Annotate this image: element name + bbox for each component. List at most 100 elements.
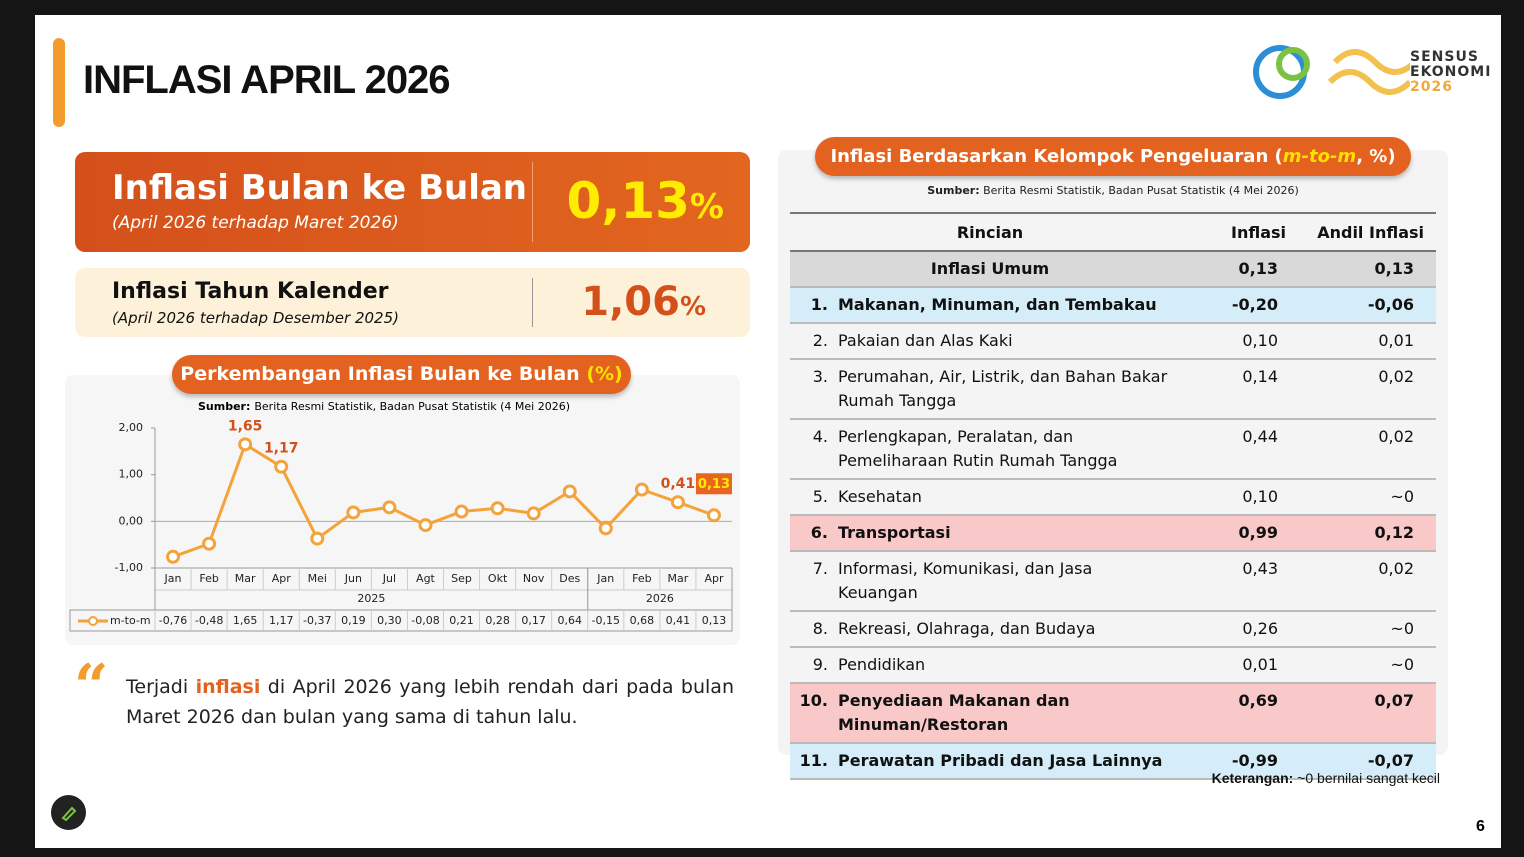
cell-inflasi: 0,10 [1190, 479, 1298, 516]
y-tick-label: 0,00 [119, 514, 144, 527]
divider [532, 162, 533, 242]
table-row: Inflasi Umum 0,13 0,13 [790, 251, 1436, 288]
column-header: Andil Inflasi [1298, 212, 1436, 252]
source-text: Berita Resmi Statistik, Badan Pusat Stat… [254, 400, 570, 413]
data-point [310, 531, 325, 546]
card-value-wrap: 1,06% [581, 279, 706, 325]
highlight-box [695, 473, 732, 495]
legend-marker [88, 616, 98, 626]
data-label: 1,65 [228, 418, 263, 434]
source-label: Sumber: [198, 400, 250, 413]
cell-item: Pakaian dan Alas Kaki [834, 323, 1190, 360]
data-label: 0,41 [661, 476, 696, 492]
chart-panel [65, 375, 740, 645]
cell-andil: 0,12 [1298, 515, 1436, 552]
logo-line: 2026 [1410, 79, 1453, 95]
cell-no: 7. [790, 551, 834, 612]
table-row: 9. Pendidikan 0,01 ~0 [790, 647, 1436, 684]
data-label: 0,13 [698, 477, 730, 492]
data-table-value: 0,30 [377, 614, 402, 627]
data-table-value: 0,13 [702, 614, 727, 627]
table-title-pill: Inflasi Berdasarkan Kelompok Pengeluaran… [815, 137, 1411, 176]
data-label: 1,17 [264, 441, 299, 457]
cell-andil: 0,02 [1298, 419, 1436, 480]
quote: Terjadi inflasi di April 2026 yang lebih… [126, 672, 734, 732]
cell-no: 9. [790, 647, 834, 684]
cell-no: 10. [790, 683, 834, 744]
table-row: 10. Penyediaan Makanan dan Minuman/Restor… [790, 683, 1436, 744]
cell-inflasi: 0,99 [1190, 515, 1298, 552]
cell-andil: 0,02 [1298, 359, 1436, 420]
note-label: Keterangan: [1211, 770, 1294, 786]
x-tick-label: Apr [272, 572, 292, 585]
x-group-label: 2026 [646, 592, 674, 605]
data-table-value: 0,41 [666, 614, 691, 627]
data-table-value: -0,76 [159, 614, 187, 627]
cell-inflasi: 0,14 [1190, 359, 1298, 420]
series-line [172, 442, 715, 559]
table-row: 5. Kesehatan 0,10 ~0 [790, 479, 1436, 516]
x-tick-label: Des [559, 572, 580, 585]
table-row: 3. Perumahan, Air, Listrik, dan Bahan Bak… [790, 359, 1436, 420]
logo-graphic [1253, 45, 1410, 99]
x-tick-label: Jan [164, 572, 182, 585]
title-accent [53, 38, 65, 127]
cell-no: 6. [790, 515, 834, 552]
quote-highlight: inflasi [195, 676, 261, 698]
pen-button[interactable] [51, 795, 86, 830]
calendar-card: Inflasi Tahun Kalender (April 2026 terha… [75, 268, 750, 337]
quote-icon: “ [74, 652, 109, 722]
data-table-value: -0,15 [592, 614, 620, 627]
table-row: 4. Perlengkapan, Peralatan, dan Pemelihar… [790, 419, 1436, 480]
cell-item: Penyediaan Makanan dan Minuman/Restoran [834, 683, 1190, 744]
cell-no: 2. [790, 323, 834, 360]
cell-andil: 0,13 [1298, 251, 1436, 288]
table-title: , %) [1356, 146, 1396, 167]
page-number: 6 [1476, 818, 1485, 835]
card-unit: % [679, 292, 706, 322]
cell-no: 3. [790, 359, 834, 420]
logo-line: EKONOMI [1410, 64, 1492, 80]
card-subtitle: (April 2026 terhadap Maret 2026) [112, 213, 399, 233]
card-subtitle: (April 2026 terhadap Desember 2025) [112, 309, 399, 327]
cell-item: Makanan, Minuman, dan Tembakau [834, 287, 1190, 324]
logo-shape [1276, 47, 1310, 81]
x-tick-label: Jun [344, 572, 362, 585]
x-tick-label: Okt [488, 572, 508, 585]
table-source: Sumber: Berita Resmi Statistik, Badan Pu… [790, 184, 1436, 197]
cell-andil: ~0 [1298, 647, 1436, 684]
x-tick-label: Mar [668, 572, 689, 585]
cell-inflasi: 0,69 [1190, 683, 1298, 744]
data-table-value: 0,19 [341, 614, 366, 627]
cell-inflasi: 0,01 [1190, 647, 1298, 684]
cell-item: Inflasi Umum [790, 251, 1190, 288]
logo-shape [1327, 49, 1410, 95]
note: Keterangan: ~0 bernilai sangat kecil [1100, 770, 1440, 786]
card-value-wrap: 0,13% [567, 172, 724, 230]
pen-shape [61, 806, 77, 822]
cell-no: 5. [790, 479, 834, 516]
card-value: 1,06 [581, 279, 680, 325]
card-title: Inflasi Tahun Kalender [112, 279, 389, 304]
data-table-value: 1,17 [269, 614, 294, 627]
x-tick-label: Agt [416, 572, 436, 585]
data-table-value: -0,48 [195, 614, 223, 627]
cell-item: Kesehatan [834, 479, 1190, 516]
x-tick-label: Jan [596, 572, 614, 585]
table-title-em: m-to-m [1282, 146, 1357, 167]
legend-label: m-to-m [110, 614, 151, 627]
chart-title-unit: (%) [586, 363, 623, 385]
cell-andil: 0,01 [1298, 323, 1436, 360]
column-header: Inflasi [1190, 212, 1298, 252]
chart-title: Perkembangan Inflasi Bulan ke Bulan [180, 363, 580, 385]
table-row: 8. Rekreasi, Olahraga, dan Budaya 0,26 ~0 [790, 611, 1436, 648]
axis-table-frame [69, 609, 733, 632]
slide-title: INFLASI APRIL 2026 [83, 58, 451, 102]
data-point [634, 482, 649, 497]
data-point [418, 518, 433, 533]
x-tick-label: Sep [451, 572, 472, 585]
data-table-value: 0,17 [521, 614, 546, 627]
header-row: Rincian Inflasi Andil Inflasi [790, 212, 1436, 252]
cell-item: Perlengkapan, Peralatan, dan Pemeliharaa… [834, 419, 1190, 480]
pen-icon [61, 806, 77, 822]
